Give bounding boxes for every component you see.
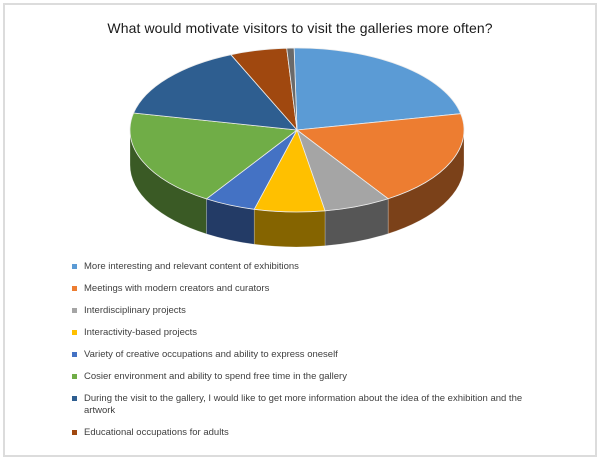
legend-item: More interesting and relevant content of… <box>72 261 550 273</box>
legend-item: During the visit to the gallery, I would… <box>72 393 550 417</box>
legend-label: Interdisciplinary projects <box>84 305 186 316</box>
pie-slice-side <box>253 208 326 248</box>
legend-swatch-icon <box>72 264 77 269</box>
legend-swatch-icon <box>72 374 77 379</box>
legend-swatch-icon <box>72 308 77 313</box>
legend-label: Meetings with modern creators and curato… <box>84 283 270 294</box>
legend-swatch-icon <box>72 352 77 357</box>
legend-item: Educational occupations for adults <box>72 427 550 439</box>
pie-slice <box>129 112 298 200</box>
legend-label: During the visit to the gallery, I would… <box>84 393 523 416</box>
legend-label: Interactivity-based projects <box>84 327 197 338</box>
pie-slice <box>133 54 298 131</box>
legend-item: Variety of creative occupations and abil… <box>72 349 550 361</box>
chart-legend: More interesting and relevant content of… <box>72 261 550 439</box>
legend-label: Variety of creative occupations and abil… <box>84 349 338 360</box>
pie-slice <box>286 47 298 131</box>
legend-item: Cosier environment and ability to spend … <box>72 371 550 383</box>
legend-item: Interdisciplinary projects <box>72 305 550 317</box>
legend-swatch-icon <box>72 286 77 291</box>
legend-label: Educational occupations for adults <box>84 427 229 438</box>
pie-slice <box>296 113 465 200</box>
legend-item: Interactivity-based projects <box>72 327 550 339</box>
legend-item: Meetings with modern creators and curato… <box>72 283 550 295</box>
legend-swatch-icon <box>72 396 77 401</box>
legend-swatch-icon <box>72 330 77 335</box>
pie-slice <box>293 47 462 131</box>
legend-label: Cosier environment and ability to spend … <box>84 371 347 382</box>
legend-swatch-icon <box>72 430 77 435</box>
legend-label: More interesting and relevant content of… <box>84 261 299 272</box>
chart-title: What would motivate visitors to visit th… <box>107 20 493 36</box>
